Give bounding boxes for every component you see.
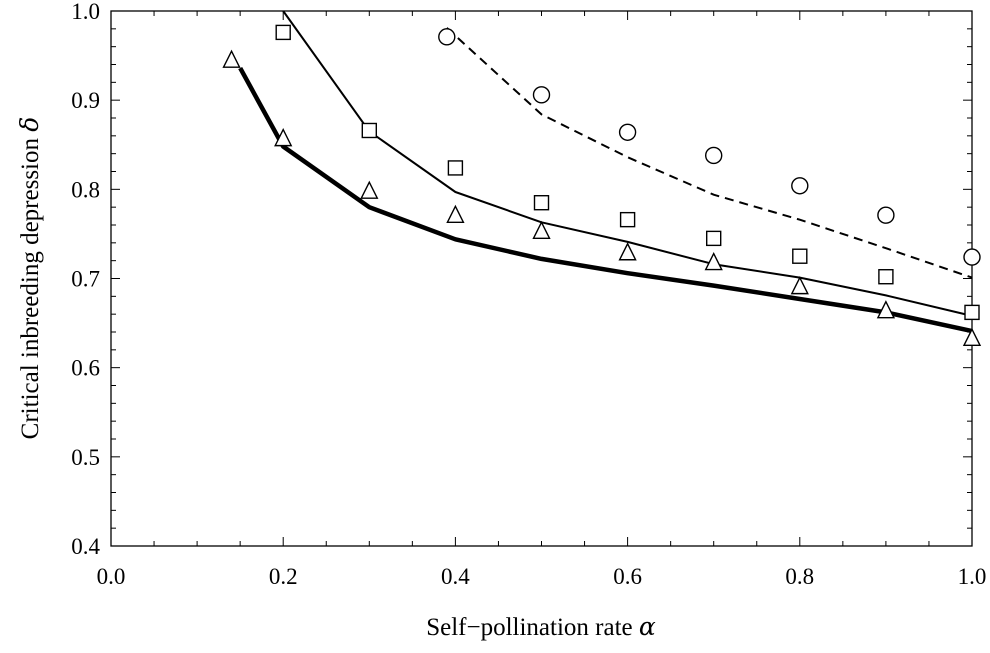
y-tick-label: 0.4: [71, 534, 100, 559]
x-tick-label: 0.6: [613, 564, 642, 589]
triangle-marker: [532, 220, 551, 240]
y-tick-label: 0.9: [71, 88, 100, 113]
square-marker: [792, 248, 808, 264]
triangle-marker: [222, 49, 241, 68]
square-marker: [447, 160, 464, 176]
triangle-marker: [876, 300, 896, 319]
line-thick-solid: [238, 67, 973, 334]
x-axis-label: Self−pollination rate: [426, 614, 632, 641]
y-axis-symbol: δ: [15, 117, 44, 132]
circle-marker: [705, 146, 723, 165]
x-tick-label: 0.2: [269, 564, 298, 589]
x-tick-label: 0.0: [97, 564, 126, 589]
line-thin-solid: [282, 10, 973, 317]
square-marker: [275, 24, 291, 41]
square-marker: [706, 230, 722, 247]
square-marker: [533, 195, 550, 211]
axis-ticks: [110, 10, 973, 547]
circle-marker: [963, 248, 981, 266]
y-axis-title: Critical inbreeding depression δ: [15, 117, 44, 440]
x-tick-label: 0.8: [785, 564, 814, 589]
series-markers: [222, 24, 982, 347]
y-tick-label: 0.8: [71, 177, 100, 202]
x-axis-title: Self−pollination rate α: [426, 612, 656, 641]
x-tick-label: 1.0: [958, 564, 987, 589]
line-dashed: [446, 27, 973, 279]
triangle-marker: [618, 242, 637, 261]
square-marker: [878, 269, 894, 285]
circle-marker: [877, 206, 895, 224]
triangle-marker: [962, 327, 982, 347]
circle-marker: [532, 86, 551, 104]
y-tick-label: 0.7: [71, 267, 100, 292]
y-axis-label: Critical inbreeding depression: [17, 138, 44, 440]
x-axis-symbol: α: [639, 612, 656, 641]
tick-labels: 0.0 0.2 0.4 0.6 0.8 1.0 0.4 0.5 0.6 0.7 0.8 0.9 1.0: [71, 0, 986, 589]
circle-marker: [438, 28, 456, 46]
triangle-marker: [446, 204, 465, 224]
y-tick-label: 0.5: [71, 445, 100, 470]
series-lines: [238, 10, 973, 334]
circle-marker: [791, 177, 809, 195]
triangle-marker: [704, 251, 723, 271]
triangle-marker: [790, 276, 809, 295]
square-marker: [964, 304, 980, 321]
circle-marker: [618, 123, 637, 141]
y-tick-label: 1.0: [71, 0, 100, 24]
square-marker: [619, 211, 636, 228]
square-marker: [361, 122, 377, 139]
triangle-marker: [360, 180, 379, 199]
x-tick-label: 0.4: [441, 564, 470, 589]
triangle-marker: [274, 128, 293, 147]
y-tick-label: 0.6: [71, 356, 100, 381]
